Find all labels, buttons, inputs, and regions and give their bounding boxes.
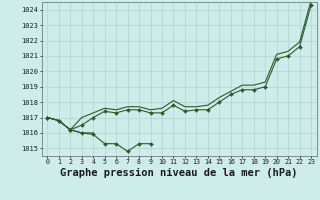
- X-axis label: Graphe pression niveau de la mer (hPa): Graphe pression niveau de la mer (hPa): [60, 168, 298, 178]
